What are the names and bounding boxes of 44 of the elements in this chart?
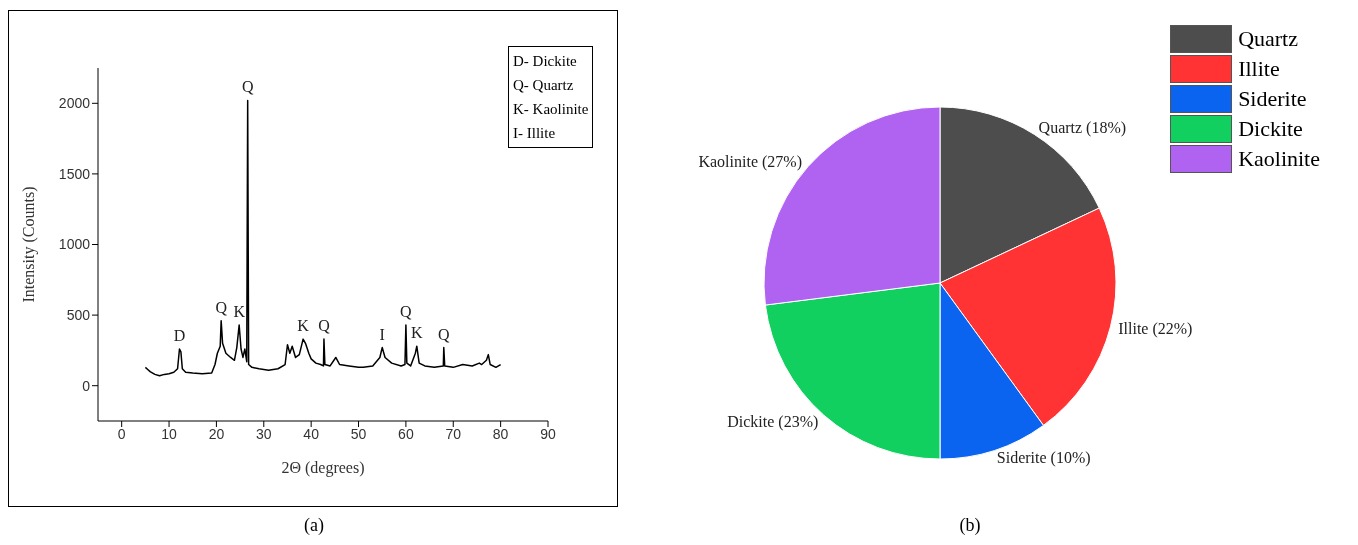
data-label: Quartz (18%)	[1038, 119, 1127, 138]
x-tick-label: 70	[445, 425, 462, 442]
legend-label: Siderite	[1237, 85, 1308, 113]
y-tick-label: 2000	[58, 95, 91, 112]
legend-label: Dickite	[1237, 115, 1304, 143]
x-tick-label: 20	[208, 425, 225, 442]
annotation: D- Dickite	[513, 52, 578, 71]
annotation: D	[173, 326, 186, 344]
data-label: Illite (22%)	[1118, 320, 1193, 339]
legend-label: Kaolinite	[1237, 145, 1320, 173]
x-tick-label: 50	[350, 425, 367, 442]
y-tick-label: 1000	[58, 236, 91, 253]
annotation: K	[233, 302, 246, 320]
annotation: Q	[241, 78, 254, 96]
x-tick-label: 10	[161, 425, 178, 442]
y-tick-label: 0	[82, 377, 91, 394]
annotation: K	[411, 324, 424, 342]
annotation: I	[379, 325, 385, 343]
text: (a)	[303, 515, 325, 536]
y-tick-label: 1500	[58, 165, 91, 182]
annotation: Q	[215, 298, 228, 316]
annotation: Q	[400, 302, 413, 320]
x-tick-label: 30	[256, 425, 272, 442]
data-label: Kaolinite (27%)	[698, 152, 802, 171]
text: (b)	[958, 515, 982, 536]
line-series	[144, 99, 502, 377]
annotation: K	[297, 317, 310, 335]
annotation: K- Kaolinite	[513, 100, 589, 119]
annotation: Q	[318, 317, 331, 335]
x-tick-label: 80	[492, 425, 509, 442]
x-tick-label: 40	[303, 425, 320, 442]
x-tick-label: 0	[117, 425, 126, 442]
legend-label: Illite	[1237, 55, 1281, 83]
data-label: Siderite (10%)	[996, 449, 1091, 468]
annotation: I- Illite	[513, 124, 557, 143]
x-tick-label: 90	[540, 425, 556, 442]
annotation: Q- Quartz	[513, 76, 575, 95]
x-axis-title: 2Θ (degrees)	[281, 459, 365, 477]
annotation: Q	[438, 325, 451, 343]
y-axis-title: Intensity (Counts)	[19, 186, 38, 303]
data-label: Dickite (23%)	[727, 412, 819, 431]
x-tick-label: 60	[398, 425, 414, 442]
legend-label: Quartz	[1237, 25, 1299, 53]
y-tick-label: 500	[66, 307, 91, 324]
